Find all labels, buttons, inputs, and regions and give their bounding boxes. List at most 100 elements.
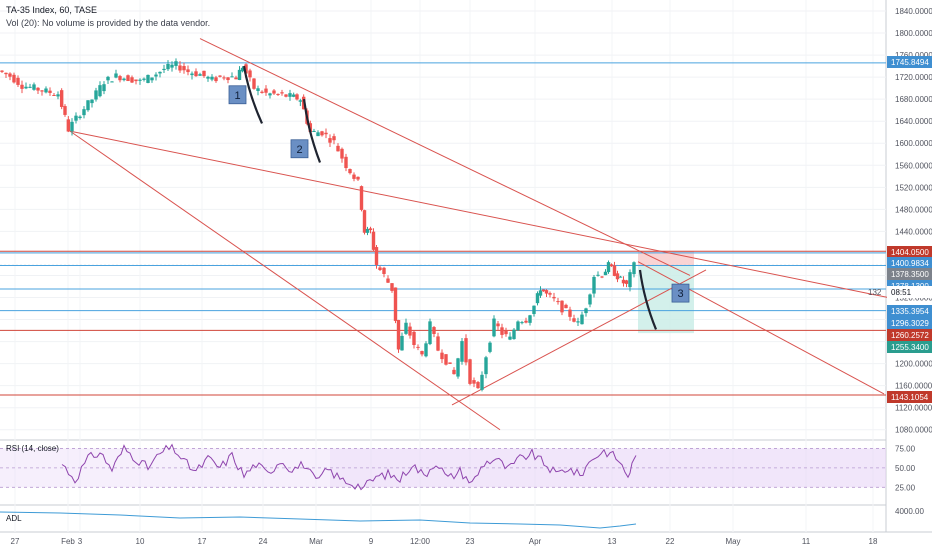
candle-body xyxy=(174,61,178,66)
candle-body xyxy=(122,78,126,81)
candle-body xyxy=(86,100,90,111)
candle-body xyxy=(178,65,182,71)
candle-body xyxy=(328,138,332,143)
candle-body xyxy=(512,329,516,340)
price-level-tag xyxy=(887,56,932,68)
candle-body xyxy=(226,77,230,81)
price-level-tag-text: 1260.2572 xyxy=(891,331,929,340)
price-level-tag xyxy=(887,341,932,353)
candle-body xyxy=(268,93,272,96)
price-level-tag-text: 1745.8494 xyxy=(891,58,929,67)
candle-body xyxy=(432,327,436,334)
candle-body xyxy=(552,296,556,299)
annotation-label: 3 xyxy=(677,288,683,300)
price-level-tag xyxy=(887,257,932,269)
price-level-tag xyxy=(887,391,932,403)
price-tick-label: 1840.0000 xyxy=(895,7,932,16)
candle-body xyxy=(166,63,170,70)
candle-body xyxy=(600,276,604,278)
price-level-tag xyxy=(887,268,932,280)
candle-body xyxy=(564,304,568,309)
candle-body xyxy=(393,287,398,321)
candle-body xyxy=(464,338,468,363)
candle-body xyxy=(90,99,94,104)
candle-body xyxy=(146,74,150,83)
candle-body xyxy=(568,309,572,317)
candle-body xyxy=(588,294,592,305)
candle-body xyxy=(516,321,520,331)
price-tick-label: 1320.0000 xyxy=(895,294,932,303)
price-tick-label: 1120.0000 xyxy=(895,404,932,413)
candle-body xyxy=(612,265,617,276)
rsi-tick-label: 75.00 xyxy=(895,444,916,453)
candle-body xyxy=(390,283,394,291)
candle-body xyxy=(260,91,264,93)
candle-body xyxy=(556,301,560,303)
candle-body xyxy=(584,308,588,314)
annotation-box xyxy=(228,85,247,105)
candle-body xyxy=(44,88,48,93)
candle-body xyxy=(560,300,564,313)
candle-body xyxy=(158,71,162,74)
candle-body xyxy=(572,318,576,322)
candle-body xyxy=(264,88,268,93)
trendline xyxy=(69,130,889,298)
candle-body xyxy=(218,75,222,77)
candle-body xyxy=(59,90,64,107)
candle-body xyxy=(150,77,154,81)
candle-body xyxy=(621,279,626,284)
rsi-line xyxy=(61,443,637,491)
price-level-tag-text: 1400.9834 xyxy=(891,259,929,268)
candle-body xyxy=(386,278,390,283)
candle-body xyxy=(618,276,623,278)
candle-body xyxy=(230,76,234,78)
candle-body xyxy=(444,354,448,365)
candle-body xyxy=(420,351,424,355)
candle-body xyxy=(356,176,360,180)
candle-body xyxy=(468,359,472,384)
rsi-tick-label: 25.00 xyxy=(895,483,916,492)
candle-body xyxy=(210,76,214,80)
candle-body xyxy=(194,71,198,77)
time-tick-label: Apr xyxy=(529,537,542,546)
candle-body xyxy=(206,76,210,79)
candle-body xyxy=(476,382,480,389)
candle-body xyxy=(52,94,56,96)
candle-body xyxy=(214,77,218,82)
candle-body xyxy=(632,262,636,275)
candle-body xyxy=(182,66,186,71)
candle-body xyxy=(82,109,86,116)
candle-body xyxy=(288,93,292,97)
candle-body xyxy=(202,70,206,77)
time-tick-label: 24 xyxy=(259,537,268,546)
candle-body xyxy=(16,77,20,85)
drawn-arrow xyxy=(638,269,658,330)
candle-body xyxy=(544,290,549,294)
candle-body xyxy=(170,64,174,68)
candle-body xyxy=(603,271,608,276)
candle-body xyxy=(118,76,122,81)
candle-body xyxy=(484,357,488,375)
candle-body xyxy=(416,346,420,348)
candle-body xyxy=(252,78,256,89)
candle-body xyxy=(324,132,328,135)
candle-body xyxy=(237,69,242,81)
time-tick-label: Mar xyxy=(309,537,323,546)
price-level-tag-text: 1378.3500 xyxy=(891,270,929,279)
price-tick-label: 1080.0000 xyxy=(895,426,932,435)
price-level-tag xyxy=(887,305,932,317)
candle-body xyxy=(240,67,245,72)
candle-body xyxy=(344,156,348,169)
candle-body xyxy=(40,90,44,92)
price-tick-label: 1200.0000 xyxy=(895,360,932,369)
annotation-box xyxy=(671,283,690,303)
candle-body xyxy=(102,84,106,92)
candle-body xyxy=(362,210,367,233)
candle-body xyxy=(368,228,373,231)
candle-body xyxy=(284,94,288,97)
time-tick-label: 3 xyxy=(78,537,83,546)
candle-body xyxy=(94,90,98,100)
candle-body xyxy=(359,186,364,210)
candle-body xyxy=(480,374,484,390)
